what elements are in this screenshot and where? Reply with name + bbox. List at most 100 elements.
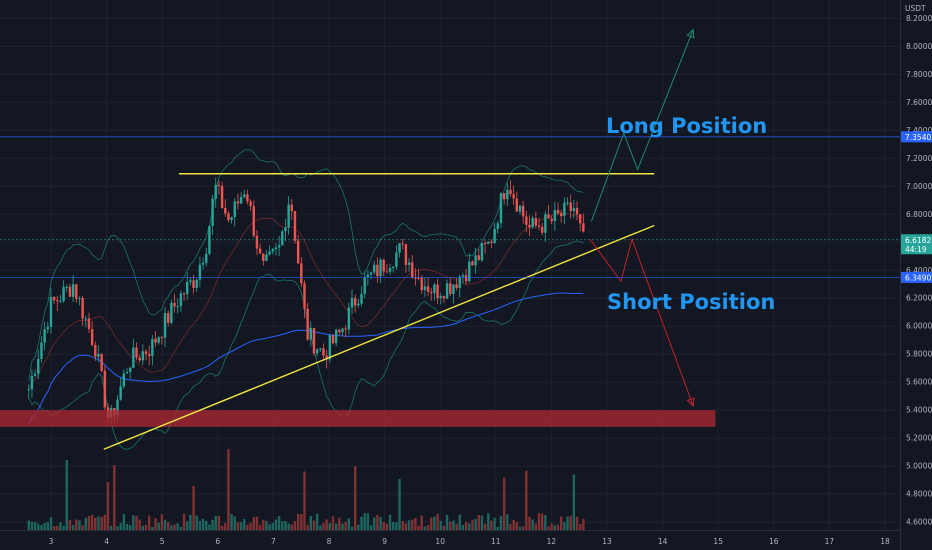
volume-bar <box>322 522 325 530</box>
short-position-label: Short Position <box>607 290 775 314</box>
candle-body <box>347 307 351 330</box>
candle-body <box>290 204 294 211</box>
volume-bar <box>160 514 164 530</box>
volume-bar <box>445 514 449 530</box>
candle-body <box>401 243 404 245</box>
volume-bar <box>182 513 186 530</box>
volume-bar <box>525 470 528 530</box>
volume-bar <box>170 525 173 530</box>
candle-body <box>319 348 322 350</box>
candle-body <box>483 243 487 245</box>
volume-bar <box>135 515 138 530</box>
price-tick-label: 6.2000 <box>906 294 932 303</box>
bollinger-middle-band <box>28 212 584 390</box>
volume-bar <box>376 514 379 530</box>
candle-body <box>147 354 151 357</box>
price-tag-label: 6.3490 <box>905 273 931 282</box>
volume-bar <box>471 520 474 530</box>
volume-bar <box>284 521 287 530</box>
long-projection-path[interactable] <box>590 29 694 222</box>
currency-label: USDT <box>905 4 926 13</box>
volume-bar <box>271 522 274 530</box>
candle-body <box>436 284 439 299</box>
volume-bar <box>461 525 465 530</box>
price-tag-label: 6.6182 <box>905 236 931 245</box>
candle-body <box>572 208 576 212</box>
candle-body <box>521 205 525 217</box>
candle-body <box>84 318 88 320</box>
volume-bar <box>395 522 398 530</box>
volume-bar <box>404 523 408 530</box>
volume-bar <box>94 517 97 530</box>
volume-bar <box>499 516 503 530</box>
volume-bar <box>411 519 414 530</box>
candle-body <box>116 399 119 416</box>
candle-body <box>144 351 148 355</box>
volume-bar <box>430 517 433 530</box>
volume-bar <box>373 517 376 530</box>
volume-bar <box>59 522 62 530</box>
candle-body <box>461 275 465 277</box>
price-tick-label: 5.6000 <box>906 378 932 387</box>
support-trendline[interactable] <box>103 224 655 450</box>
volume-bar <box>192 485 195 530</box>
volume-bar <box>496 526 500 530</box>
volume-bar <box>147 515 151 530</box>
volume-bar <box>293 521 297 530</box>
volume-bar <box>550 523 553 530</box>
candle-body <box>284 227 287 232</box>
volume-bar <box>103 514 107 530</box>
candle-body <box>328 335 332 360</box>
volume-bar <box>43 523 46 530</box>
candle-body <box>575 208 579 215</box>
candle-body <box>56 300 59 302</box>
x-tick-label: 10 <box>435 537 445 546</box>
candle-body <box>274 247 278 249</box>
short-projection-path[interactable] <box>589 237 694 407</box>
candle-body <box>33 373 37 376</box>
volume-bar <box>509 523 512 530</box>
candle-body <box>449 283 452 294</box>
x-tick-label: 16 <box>769 537 779 546</box>
x-tick-label: 9 <box>382 537 387 546</box>
candle-body <box>182 293 186 295</box>
volume-bar <box>236 522 240 530</box>
candle-body <box>385 271 389 273</box>
volume-bar <box>414 517 417 530</box>
volume-bar <box>369 525 373 530</box>
volume-bar <box>341 523 344 530</box>
candle-body <box>312 328 316 354</box>
candle-body <box>236 201 240 204</box>
short-arrowhead-icon <box>686 397 695 407</box>
price-tick-label: 7.4000 <box>906 126 932 135</box>
volume-bar <box>563 522 566 530</box>
candle-body <box>233 201 236 218</box>
volume-bar <box>426 525 430 530</box>
volume-bar <box>290 524 294 530</box>
volume-bar <box>319 525 322 530</box>
price-tick-label: 5.8000 <box>906 350 932 359</box>
grid <box>0 0 900 530</box>
volume-bar <box>208 524 211 530</box>
volume-bar <box>205 520 208 530</box>
volume-bar <box>100 516 103 530</box>
volume-bar <box>274 519 278 530</box>
time-axis[interactable]: 3 4 5 6 7 8 9 10 11 12 13 14 15 16 17 18 <box>0 530 900 547</box>
x-tick-label: 6 <box>215 537 220 546</box>
demand-zone[interactable] <box>0 410 716 427</box>
volume-bar <box>392 522 395 530</box>
candle-body <box>322 348 325 356</box>
price-tick-label: 7.8000 <box>906 70 932 79</box>
volume-bar <box>68 519 72 530</box>
volume-bar <box>189 514 192 530</box>
candle-body <box>154 338 157 343</box>
x-tick-label: 8 <box>327 537 332 546</box>
candle-body <box>569 202 572 212</box>
volume-bar <box>214 515 217 530</box>
candle-body <box>277 245 281 248</box>
candle-body <box>246 194 249 202</box>
candle-body <box>531 218 534 228</box>
volume-bar <box>132 515 135 530</box>
